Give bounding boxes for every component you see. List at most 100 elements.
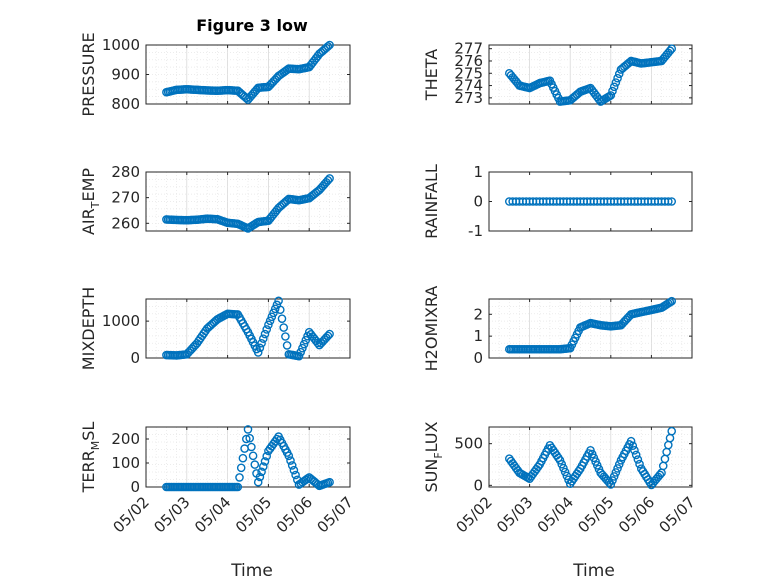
data-point-interp <box>658 461 668 471</box>
y-tick-label: 260 <box>111 214 140 232</box>
x-tick-label: 05/07 <box>656 493 699 536</box>
data-point-interp <box>298 343 307 353</box>
data-point-interp <box>323 331 333 341</box>
data-point <box>325 174 334 183</box>
y-tick-label: -1 <box>468 222 483 240</box>
data-point <box>667 197 677 206</box>
y-tick-label: 0 <box>130 349 140 367</box>
data-point-interp <box>236 463 246 473</box>
data-point-interp <box>299 339 309 349</box>
x-axis-label-right: Time <box>572 561 615 581</box>
data-point <box>626 436 636 446</box>
panel-rainfall: -1 0 1 RAINFALL <box>422 163 693 240</box>
y-tick-label: 100 <box>111 454 140 472</box>
x-tick-label: 05/06 <box>615 493 658 536</box>
x-tick-label: 05/04 <box>534 493 577 536</box>
y-tick-label: 277 <box>454 40 483 58</box>
data-point-interp <box>611 468 621 477</box>
axes-box <box>488 44 693 105</box>
data-point-interp <box>241 93 251 103</box>
data-point-interp <box>608 476 617 485</box>
data-point-interp <box>245 433 254 443</box>
y-tick-label: 500 <box>454 435 483 453</box>
data-point-interp <box>660 454 670 464</box>
data-point-interp <box>238 453 248 463</box>
data-point-interp <box>630 446 639 455</box>
x-axis-label-left: Time <box>230 561 273 581</box>
data-point-interp <box>267 312 277 322</box>
axes-box <box>488 426 693 488</box>
y-tick-label: 200 <box>111 430 140 448</box>
data-point-interp <box>289 465 299 475</box>
data-point-interp <box>664 197 673 206</box>
y-tick-label: 273 <box>454 89 483 107</box>
data-point-interp <box>262 325 272 334</box>
data-point-interp <box>303 474 312 483</box>
data-point <box>325 329 334 339</box>
data-point-interp <box>247 442 256 452</box>
data-point-interp <box>255 472 265 482</box>
axes-box <box>488 298 693 359</box>
data-point-interp <box>257 467 266 477</box>
data-point-interp <box>614 460 624 469</box>
data-point <box>606 480 616 489</box>
axes-box <box>145 426 351 488</box>
data-point <box>243 425 253 434</box>
data-point-interp <box>287 461 297 470</box>
y-tick-label: 274 <box>454 77 483 95</box>
data-point-interp <box>635 459 644 469</box>
panel-air-temp: 260 270 280 AIRTEMP <box>79 163 351 235</box>
data-point-interp <box>559 463 568 473</box>
data-point-interp <box>270 304 280 314</box>
x-tick-label: 05/05 <box>232 493 275 536</box>
x-tick-label: 05/02 <box>453 493 496 536</box>
data-point-interp <box>282 341 292 350</box>
y-axis-label: TERRMSL <box>79 422 102 494</box>
data-point-interp <box>665 297 675 307</box>
data-point-interp <box>257 338 266 348</box>
data-point-interp <box>240 444 249 453</box>
data-point <box>606 91 616 100</box>
data-point-interp <box>323 176 333 185</box>
y-axis-label: H2OMIXRA <box>422 286 441 372</box>
data-point <box>274 296 283 306</box>
data-point-interp <box>323 42 333 51</box>
axes-box <box>145 298 351 359</box>
data-point-interp <box>250 460 260 469</box>
data-point-interp <box>301 335 311 345</box>
data-point <box>233 482 243 492</box>
data-point-interp <box>296 347 306 357</box>
y-tick-label: 1000 <box>102 36 140 54</box>
data-point-interp <box>241 434 251 444</box>
data-point-interp <box>628 441 638 451</box>
data-point-interp <box>613 73 622 83</box>
y-axis-label: AIRTEMP <box>79 168 102 235</box>
data-point-interp <box>557 459 567 469</box>
data-point-interp <box>613 464 622 473</box>
data-point-interp <box>262 451 272 461</box>
data-point-interp <box>560 467 570 477</box>
data-point-interp <box>665 433 675 443</box>
data-point-interp <box>260 457 270 466</box>
x-tick-label: 05/03 <box>493 493 536 536</box>
data-point-interp <box>255 343 265 353</box>
data-point <box>667 296 677 306</box>
data-point <box>264 320 273 330</box>
y-tick-label: 270 <box>111 189 140 207</box>
x-tick-label: 05/05 <box>574 493 617 536</box>
data-point <box>294 351 304 361</box>
data-point <box>325 477 334 487</box>
data-point-interp <box>655 470 665 480</box>
data-point-interp <box>286 456 295 465</box>
data-point-interp <box>275 305 285 315</box>
y-tick-label: 1 <box>473 327 483 345</box>
y-tick-label: 1000 <box>102 312 140 330</box>
y-tick-label: 0 <box>473 349 483 367</box>
y-tick-label: 0 <box>473 193 483 211</box>
data-point <box>667 426 677 436</box>
x-tick-label: 05/04 <box>191 493 234 536</box>
